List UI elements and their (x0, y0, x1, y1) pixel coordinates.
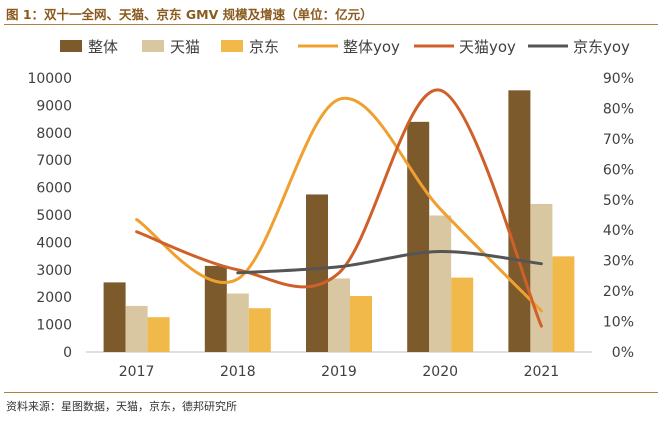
y-left-tick-label: 4000 (36, 235, 72, 251)
y-left-tick-label: 0 (63, 345, 72, 361)
legend-label: 天猫yoy (459, 38, 516, 56)
y-left-tick-label: 1000 (36, 318, 72, 334)
bar-整体 (407, 121, 430, 352)
legend-label: 京东 (249, 38, 279, 56)
bar-天猫 (530, 203, 553, 352)
bar-天猫 (226, 293, 249, 352)
legend-label: 整体 (88, 38, 118, 56)
bar-天猫 (429, 215, 452, 352)
y-left-tick-label: 6000 (36, 181, 72, 197)
source-rule (4, 392, 658, 393)
y-left-tick-label: 5000 (36, 208, 72, 224)
y-right-tick-label: 40% (603, 223, 634, 239)
bar-京东 (552, 256, 575, 352)
y-left-tick-label: 7000 (36, 153, 72, 169)
x-tick-label: 2017 (119, 364, 155, 380)
bar-京东 (248, 308, 271, 352)
legend-swatch (142, 40, 164, 52)
y-left-tick-label: 3000 (36, 263, 72, 279)
line-整体yoy (135, 96, 543, 313)
x-tick-label: 2021 (524, 364, 560, 380)
x-tick-label: 2019 (321, 364, 357, 380)
y-right-tick-label: 90% (603, 71, 634, 87)
bar-整体 (103, 282, 126, 352)
x-tick-label: 2018 (220, 364, 256, 380)
legend-label: 京东yoy (573, 38, 630, 56)
bar-天猫 (328, 278, 350, 352)
y-right-tick-label: 10% (603, 315, 634, 331)
y-right-tick-label: 60% (603, 162, 634, 178)
y-right-tick-label: 0% (612, 345, 634, 361)
title-rule (4, 24, 658, 25)
bar-整体 (508, 90, 531, 352)
y-right-tick-label: 30% (603, 254, 634, 270)
legend-swatch (221, 40, 243, 52)
legend-swatch (60, 40, 82, 52)
bar-京东 (451, 277, 474, 352)
y-left-tick-label: 9000 (36, 98, 72, 114)
line-天猫yoy (135, 88, 543, 328)
legend-label: 整体yoy (343, 38, 400, 56)
bar-整体 (306, 194, 328, 352)
line-京东yoy (236, 250, 543, 275)
y-right-tick-label: 70% (603, 132, 634, 148)
figure-title: 图 1：双十一全网、天猫、京东 GMV 规模及增速（单位：亿元） (6, 7, 373, 22)
bar-京东 (147, 317, 170, 352)
bar-整体 (204, 265, 227, 352)
y-right-tick-label: 80% (603, 101, 634, 117)
y-right-tick-label: 50% (603, 193, 634, 209)
y-left-tick-label: 2000 (36, 290, 72, 306)
bar-天猫 (125, 305, 148, 352)
y-left-tick-label: 10000 (27, 71, 72, 87)
x-tick-label: 2020 (422, 364, 458, 380)
bar-京东 (350, 295, 372, 352)
source-note: 资料来源：星图数据，天猫，京东，德邦研究所 (6, 400, 237, 413)
y-right-tick-label: 20% (603, 284, 634, 300)
y-left-tick-label: 8000 (36, 126, 72, 142)
legend-label: 天猫 (170, 38, 200, 56)
